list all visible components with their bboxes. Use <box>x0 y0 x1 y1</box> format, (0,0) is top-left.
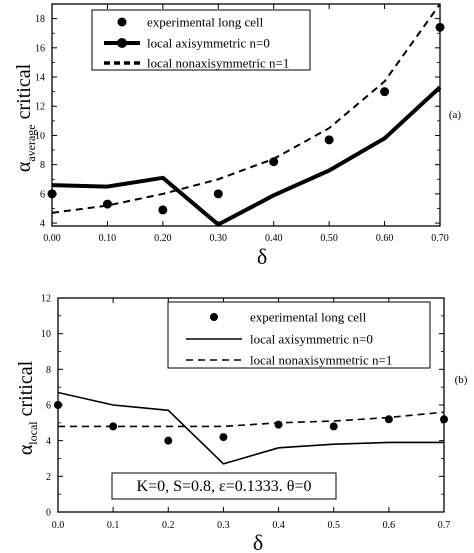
y-tick-label: 14 <box>35 73 45 84</box>
x-tick-label: 0.2 <box>162 520 175 531</box>
data-point <box>384 415 393 424</box>
data-point <box>164 436 173 445</box>
x-tick-label: 0.0 <box>52 520 65 531</box>
legend-label: experimental long cell <box>147 15 264 30</box>
series-line-2 <box>58 411 445 428</box>
y-tick-label: 12 <box>41 294 51 305</box>
legend-label: local nonaxisymmetric n=1 <box>147 56 289 71</box>
legend-label: local nonaxisymmetric n=1 <box>250 353 392 368</box>
data-point <box>269 157 279 167</box>
y-tick-label: 12 <box>35 102 45 113</box>
data-point <box>102 199 112 209</box>
plot-frame <box>51 3 441 227</box>
x-tick-label: 0.20 <box>154 233 172 244</box>
data-point <box>380 87 390 97</box>
data-point <box>219 433 228 442</box>
x-tick-label: 0.5 <box>327 520 340 531</box>
legend: experimental long cell local axisymmetric… <box>167 301 431 369</box>
annotation-box <box>111 472 337 500</box>
y-tick-label: 10 <box>41 329 51 340</box>
data-point <box>47 189 57 199</box>
y-tick-label: 16 <box>35 43 45 54</box>
legend-label: experimental long cell <box>250 310 367 325</box>
y-axis-label-main: α <box>15 444 37 455</box>
annotation-text: K=0, S=0.8, ε=0.1333. θ=0 <box>137 478 312 495</box>
x-tick-label: 0.7 <box>438 520 451 531</box>
y-tick-label: 4 <box>46 436 51 447</box>
chart-panel-a: 0.00 0.10 0.20 0.30 0.40 0.50 0.60 0.70 4 6 8 10 12 1… <box>13 3 462 269</box>
x-tick-label: 0.6 <box>383 520 396 531</box>
x-tick-label: 0.1 <box>107 520 120 531</box>
legend-box <box>167 301 431 369</box>
data-point <box>54 401 62 409</box>
y-axis-label: αlocal critical <box>15 360 40 455</box>
data-point <box>158 205 168 215</box>
y-tick-label: 8 <box>46 365 51 376</box>
y-tick-label: 8 <box>40 160 45 171</box>
y-axis-label-tail: critical <box>13 63 35 124</box>
x-tick-label: 0.70 <box>431 233 449 244</box>
x-axis-label: δ <box>253 530 263 553</box>
data-point <box>329 422 338 431</box>
x-tick-label: 0.40 <box>265 233 283 244</box>
legend-label: local axisymmetric n=0 <box>147 36 270 51</box>
y-axis-label-sub: average <box>24 124 38 161</box>
y-axis-label-tail: critical <box>15 360 37 421</box>
legend-marker <box>210 313 218 321</box>
data-point <box>440 415 448 424</box>
series-line-1 <box>51 85 442 227</box>
series-line-2 <box>51 3 441 214</box>
data-point <box>435 22 445 32</box>
y-tick-label: 6 <box>40 189 45 200</box>
y-axis-label: αaverage critical <box>13 63 38 172</box>
y-tick-label: 4 <box>40 219 45 230</box>
chart-panel-b: 0.0 0.1 0.2 0.3 0.4 0.5 0.6 0.7 0 2 4 6 8 10 12 experim… <box>15 294 468 553</box>
x-axis-label: δ <box>257 244 267 269</box>
data-point <box>324 135 334 145</box>
panel-label: (a) <box>449 109 462 121</box>
data-point <box>213 189 223 199</box>
y-tick-label: 2 <box>46 472 51 483</box>
x-tick-label: 0.60 <box>376 233 394 244</box>
legend-box <box>91 9 311 71</box>
panel-label: (b) <box>455 374 468 386</box>
legend: experimental long cell local axisymmetric… <box>91 9 311 71</box>
legend-label: local axisymmetric n=0 <box>250 332 373 347</box>
data-point <box>109 422 118 431</box>
series-line-1 <box>57 391 444 465</box>
x-tick-label: 0.00 <box>43 233 61 244</box>
x-tick-label: 0.30 <box>210 233 228 244</box>
legend-marker <box>117 38 127 48</box>
y-axis-label-main: α <box>13 161 35 172</box>
legend-marker <box>117 17 127 27</box>
y-axis-label-sub: local <box>26 421 40 445</box>
y-tick-label: 18 <box>35 14 45 25</box>
y-tick-label: 6 <box>46 401 51 412</box>
y-tick-label: 0 <box>46 508 51 519</box>
data-point <box>274 420 283 429</box>
y-tick-label: 10 <box>35 131 45 142</box>
x-tick-label: 0.3 <box>217 520 230 531</box>
x-tick-label: 0.10 <box>99 233 117 244</box>
x-tick-label: 0.4 <box>272 520 285 531</box>
x-tick-label: 0.50 <box>320 233 338 244</box>
